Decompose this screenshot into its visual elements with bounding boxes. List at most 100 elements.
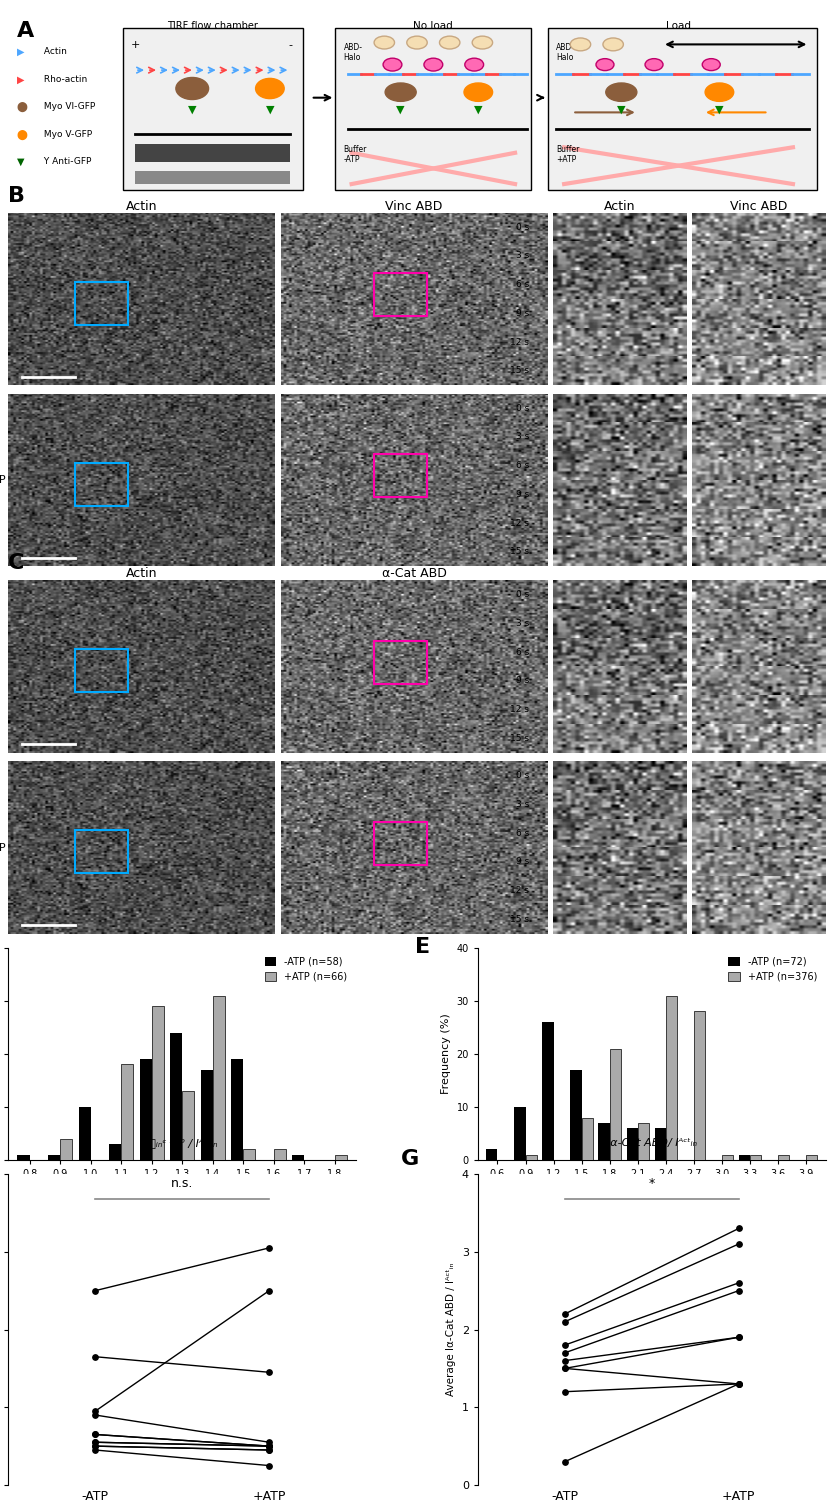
- Text: n.s.: n.s.: [171, 1176, 193, 1190]
- Text: ▼: ▼: [17, 158, 24, 166]
- Ellipse shape: [407, 36, 427, 50]
- Text: ABD-
Halo: ABD- Halo: [344, 42, 363, 62]
- Bar: [48, 1155, 60, 1160]
- Bar: [655, 1128, 666, 1160]
- Bar: [75, 650, 128, 693]
- Bar: [542, 1022, 554, 1160]
- Bar: [274, 1149, 286, 1160]
- Text: 9 s: 9 s: [516, 676, 530, 686]
- Bar: [374, 822, 427, 866]
- Bar: [231, 1059, 244, 1160]
- Text: Rho-actin: Rho-actin: [41, 75, 88, 84]
- Point: [732, 1326, 746, 1350]
- Bar: [806, 1155, 817, 1160]
- Point: [558, 1341, 571, 1365]
- Bar: [139, 1059, 152, 1160]
- Point: [558, 1334, 571, 1358]
- Point: [732, 1232, 746, 1256]
- Point: [732, 1270, 746, 1294]
- Ellipse shape: [570, 38, 590, 51]
- Point: [558, 1449, 571, 1473]
- Text: 0 s: 0 s: [516, 222, 530, 231]
- Bar: [722, 1155, 733, 1160]
- Text: 3 s: 3 s: [516, 252, 530, 261]
- Text: +: +: [130, 40, 140, 50]
- Text: Load: Load: [666, 21, 691, 30]
- Text: ▼: ▼: [266, 105, 274, 114]
- Bar: [374, 454, 427, 498]
- Point: [88, 1402, 102, 1426]
- Title: Actin: Actin: [126, 567, 158, 580]
- Ellipse shape: [255, 78, 284, 99]
- Text: ABD-
Halo: ABD- Halo: [556, 42, 575, 62]
- Text: 9 s: 9 s: [516, 309, 530, 318]
- Text: Myo V-GFP: Myo V-GFP: [41, 130, 93, 140]
- Point: [88, 1422, 102, 1446]
- Text: 6 s: 6 s: [516, 280, 530, 290]
- Ellipse shape: [702, 58, 721, 70]
- Bar: [374, 640, 427, 684]
- Bar: [610, 1048, 620, 1160]
- Point: [558, 1310, 571, 1334]
- Text: 3 s: 3 s: [516, 620, 530, 628]
- Text: E: E: [415, 938, 430, 957]
- Text: ▼: ▼: [396, 105, 404, 114]
- Bar: [213, 996, 225, 1160]
- Bar: [638, 1124, 649, 1160]
- Bar: [666, 996, 677, 1160]
- Point: [732, 1278, 746, 1302]
- Bar: [170, 1032, 183, 1160]
- Text: 0 s: 0 s: [516, 404, 530, 412]
- Point: [732, 1326, 746, 1350]
- Title: Vinc ABD: Vinc ABD: [385, 200, 443, 213]
- Text: 3 s: 3 s: [516, 432, 530, 441]
- Text: 12 s: 12 s: [510, 338, 530, 346]
- Text: ▶: ▶: [17, 75, 24, 84]
- Point: [88, 1422, 102, 1446]
- Bar: [121, 1065, 133, 1160]
- Text: 12 s: 12 s: [510, 519, 530, 528]
- Point: [88, 1344, 102, 1368]
- Text: 0 s: 0 s: [516, 590, 530, 598]
- Text: 15 s: 15 s: [510, 366, 530, 375]
- Ellipse shape: [424, 58, 443, 70]
- Text: -: -: [289, 40, 292, 50]
- Bar: [750, 1155, 761, 1160]
- Bar: [244, 1149, 255, 1160]
- Point: [88, 1278, 102, 1302]
- Point: [88, 1434, 102, 1458]
- Text: Y Anti-GFP: Y Anti-GFP: [41, 158, 92, 166]
- Text: 12 s: 12 s: [510, 886, 530, 896]
- Text: 9 s: 9 s: [516, 858, 530, 867]
- Ellipse shape: [605, 82, 637, 102]
- Text: Myo VI-GFP: Myo VI-GFP: [41, 102, 95, 111]
- Ellipse shape: [472, 36, 493, 50]
- Text: 6 s: 6 s: [516, 828, 530, 837]
- Point: [558, 1380, 571, 1404]
- Text: ▶: ▶: [17, 46, 24, 57]
- Text: No load: No load: [414, 21, 453, 30]
- Ellipse shape: [464, 82, 493, 102]
- Bar: [525, 1155, 537, 1160]
- Text: +ATP: +ATP: [0, 476, 6, 484]
- Bar: [152, 1007, 164, 1160]
- Text: Buffer
-ATP: Buffer -ATP: [344, 144, 367, 164]
- Text: ▼: ▼: [617, 105, 626, 114]
- Bar: [626, 1128, 638, 1160]
- Bar: [183, 1090, 194, 1160]
- Ellipse shape: [383, 58, 402, 70]
- Text: +ATP: +ATP: [0, 843, 6, 852]
- Bar: [515, 1107, 525, 1160]
- Point: [88, 1438, 102, 1462]
- Bar: [739, 1155, 750, 1160]
- Bar: [75, 464, 128, 506]
- Title: Iᵭᵢₙᶜ ᴬᴮᴰ / Iᴬᶜᵗᵢₙ: Iᵭᵢₙᶜ ᴬᴮᴰ / Iᴬᶜᵗᵢₙ: [147, 1138, 218, 1149]
- Bar: [123, 28, 303, 189]
- Ellipse shape: [176, 78, 208, 99]
- Bar: [334, 1155, 347, 1160]
- Ellipse shape: [465, 58, 484, 70]
- Ellipse shape: [596, 58, 614, 70]
- Text: ⬤: ⬤: [17, 129, 28, 140]
- Text: G: G: [401, 1149, 420, 1168]
- Bar: [292, 1155, 304, 1160]
